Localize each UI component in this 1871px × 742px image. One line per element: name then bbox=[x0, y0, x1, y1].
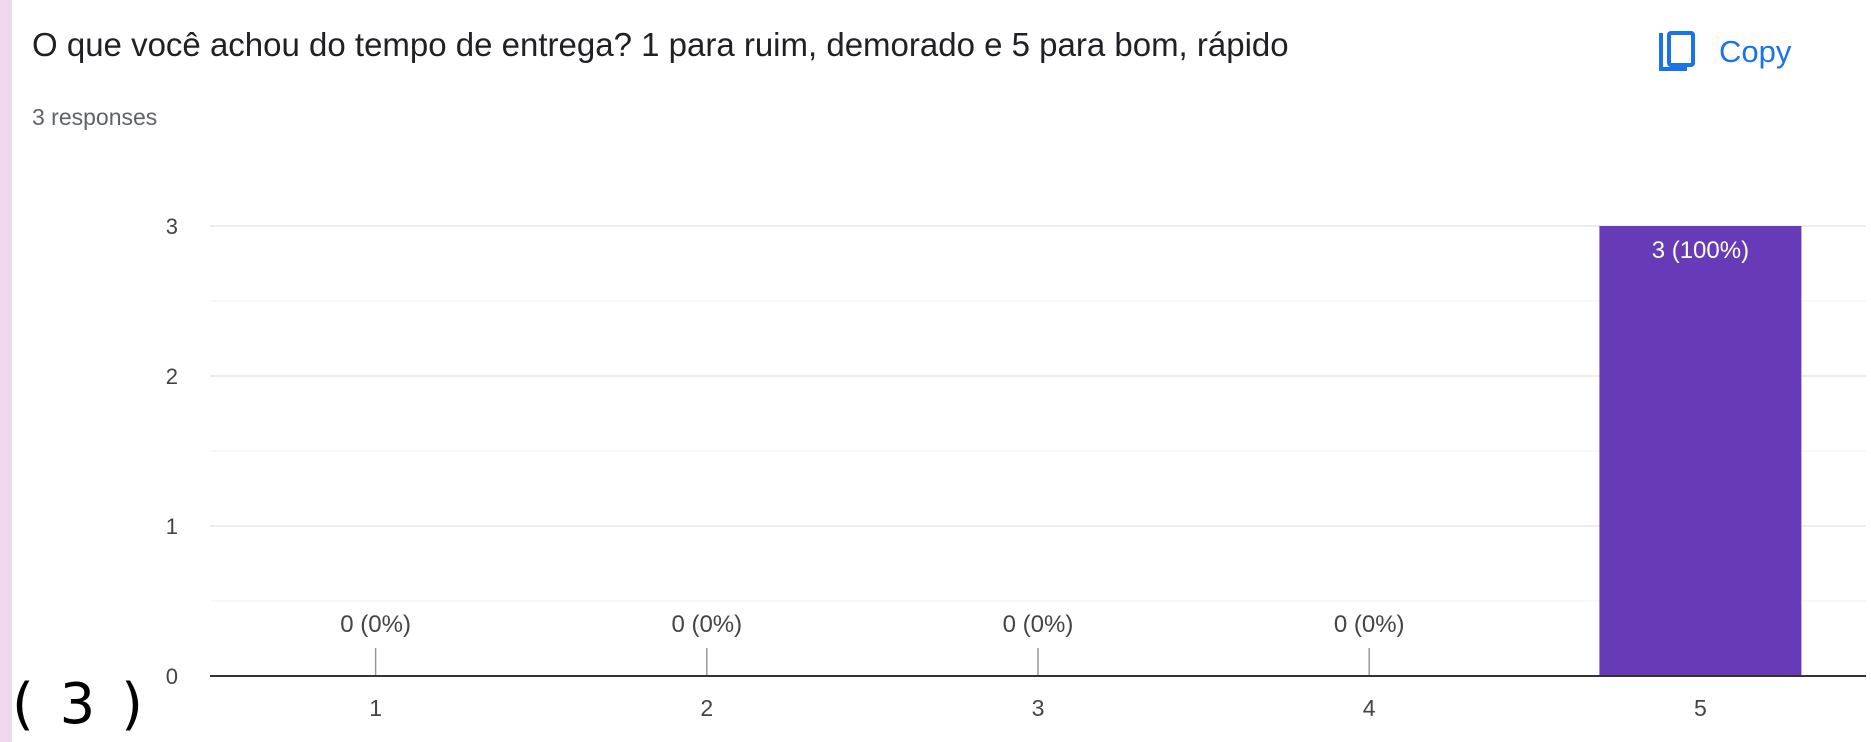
copy-icon bbox=[1657, 29, 1697, 75]
x-tick-label: 4 bbox=[1363, 695, 1376, 721]
y-tick-label: 2 bbox=[166, 364, 178, 389]
bar bbox=[1599, 226, 1802, 676]
question-title: O que você achou do tempo de entrega? 1 … bbox=[32, 26, 1289, 63]
data-label: 0 (0%) bbox=[1334, 611, 1405, 638]
data-label: 3 (100%) bbox=[1652, 237, 1749, 264]
x-tick-label: 1 bbox=[369, 695, 382, 721]
y-tick-label: 0 bbox=[166, 664, 178, 689]
data-label: 0 (0%) bbox=[340, 611, 411, 638]
copy-label: Copy bbox=[1719, 34, 1792, 69]
x-tick-label: 5 bbox=[1694, 695, 1707, 721]
x-tick-label: 2 bbox=[700, 695, 713, 721]
response-count: 3 responses bbox=[32, 104, 158, 130]
x-tick-label: 3 bbox=[1032, 695, 1045, 721]
question-card: O que você achou do tempo de entrega? 1 … bbox=[12, 0, 1871, 742]
y-tick-label: 3 bbox=[166, 214, 178, 239]
data-label: 0 (0%) bbox=[671, 611, 742, 638]
data-label: 0 (0%) bbox=[1003, 611, 1074, 638]
y-tick-label: 1 bbox=[166, 514, 178, 539]
copy-button[interactable]: Copy bbox=[1657, 22, 1791, 82]
figure-caption: ( 3 ) bbox=[12, 672, 147, 737]
